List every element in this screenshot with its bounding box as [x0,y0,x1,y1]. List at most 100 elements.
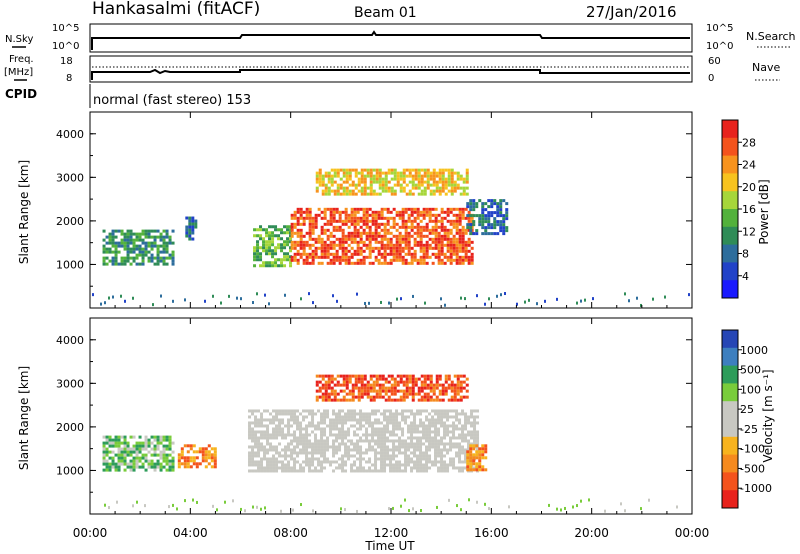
data-cell [132,468,136,472]
data-cell [490,211,494,215]
data-cell [341,466,345,470]
data-cell [425,246,429,250]
data-cell [389,469,393,473]
data-cell [422,433,426,437]
data-cell [135,235,139,239]
data-cell [467,255,471,259]
data-cell [156,459,160,463]
data-cell [257,451,261,455]
data-cell [196,500,198,504]
data-cell [351,386,355,390]
data-cell [329,460,333,464]
data-cell [359,451,363,455]
data-cell [302,258,306,262]
data-cell [423,377,427,381]
data-cell [410,457,414,461]
data-cell [456,392,460,396]
data-cell [353,240,357,244]
data-cell [315,180,319,184]
data-cell [548,503,550,507]
data-cell [318,171,322,175]
data-cell [487,211,491,215]
data-cell [411,398,415,402]
data-cell [314,466,318,470]
data-cell [420,383,424,387]
data-cell [311,424,315,428]
data-cell [311,457,315,461]
data-cell [188,228,192,232]
data-cell [413,415,417,419]
data-cell [389,433,393,437]
data-cell [401,469,405,473]
data-cell [338,409,342,413]
data-cell [389,457,393,461]
data-cell [333,180,337,184]
data-cell [147,235,151,239]
data-cell [395,433,399,437]
data-cell [284,433,288,437]
data-cell [467,228,471,232]
data-cell [271,243,275,247]
data-cell [111,238,115,242]
data-cell [441,189,445,193]
data-cell [251,460,255,464]
data-cell [332,216,336,220]
data-cell [425,436,429,440]
data-cell [399,171,403,175]
data-cell [434,421,438,425]
data-cell [411,177,415,181]
data-cell [342,174,346,178]
data-cell [456,383,460,387]
data-cell [260,436,264,440]
data-cell [620,502,622,506]
data-cell [189,447,193,451]
data-cell [402,383,406,387]
data-cell [484,217,488,221]
data-cell [389,243,393,247]
data-cell [320,240,324,244]
power-data [92,168,690,307]
data-cell [287,418,291,422]
data-cell [299,228,303,232]
data-cell [419,409,423,413]
data-cell [156,447,160,451]
data-cell [284,463,288,467]
data-cell [317,439,321,443]
data-cell [327,171,331,175]
data-cell [389,418,393,422]
data-cell [105,459,109,463]
data-cell [452,240,456,244]
data-cell [378,386,382,390]
data-cell [407,261,411,265]
data-cell [171,241,175,245]
data-cell [323,418,327,422]
data-cell [449,237,453,241]
data-cell [437,243,441,247]
data-cell [317,207,321,211]
data-cell [449,207,453,211]
data-cell [440,442,444,446]
data-cell [345,168,349,172]
data-cell [363,186,367,190]
data-cell [452,415,456,419]
data-cell [383,427,387,431]
data-cell [452,442,456,446]
data-cell [383,252,387,256]
data-cell [438,389,442,393]
data-cell [326,442,330,446]
data-cell [446,243,450,247]
data-cell [353,210,357,214]
data-cell [314,225,318,229]
data-cell [344,469,348,473]
data-cell [150,465,154,469]
data-cell [446,240,450,244]
data-cell [350,466,354,470]
data-cell [172,503,174,507]
data-cell [327,383,331,387]
data-cell [375,380,379,384]
data-cell [314,457,318,461]
data-cell [338,237,342,241]
data-cell [414,383,418,387]
data-cell [429,171,433,175]
data-cell [262,228,266,232]
